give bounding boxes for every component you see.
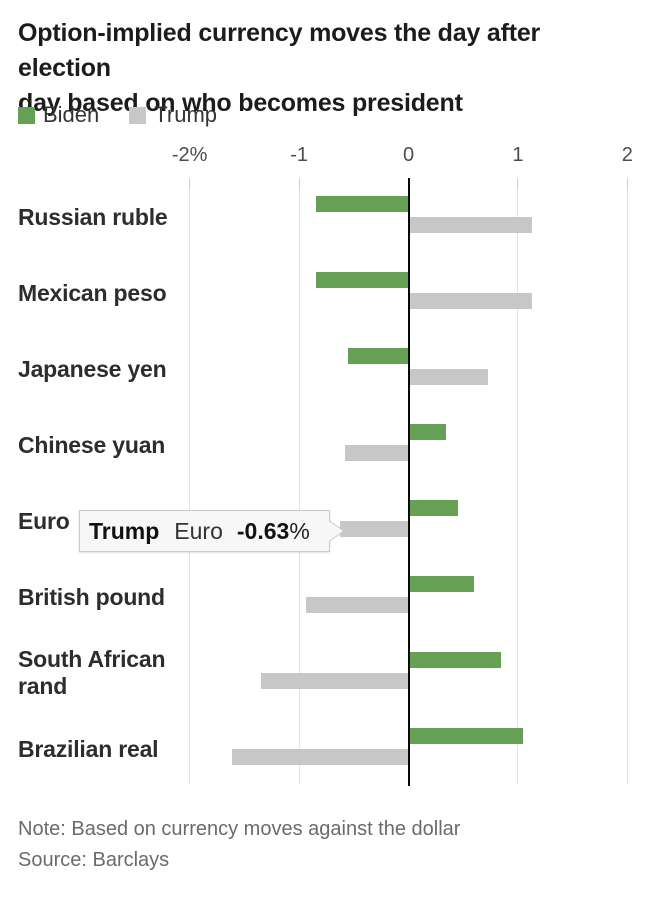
tooltip-arrow-icon [329, 521, 343, 541]
category-label-mexican-peso: Mexican peso [18, 279, 167, 306]
bar-trump-british-pound[interactable] [305, 597, 409, 613]
legend-item-trump: Trump [129, 102, 217, 128]
category-label-brazilian-real: Brazilian real [18, 735, 159, 762]
chart-title: Option-implied currency moves the day af… [18, 16, 633, 121]
bar-biden-euro[interactable] [408, 500, 458, 516]
bar-biden-mexican-peso[interactable] [315, 272, 409, 288]
bar-trump-russian-ruble[interactable] [408, 217, 533, 233]
chart-title-line2: day based on who becomes president [18, 89, 463, 117]
legend-label-trump: Trump [154, 102, 218, 127]
x-axis-label-2: 2 [621, 144, 633, 166]
bar-trump-mexican-peso[interactable] [408, 293, 533, 309]
gridline [298, 178, 300, 784]
x-axis-label--2: -2% [171, 144, 208, 166]
tooltip-category-label: Euro [174, 517, 223, 544]
axis-tick [298, 178, 300, 190]
axis-tick [517, 178, 519, 190]
tooltip: Trump Euro -0.63% [79, 510, 345, 552]
axis-tick [626, 178, 628, 190]
bar-biden-british-pound[interactable] [408, 576, 475, 592]
gridline [626, 178, 628, 784]
chart-note: Note: Based on currency moves against th… [18, 818, 461, 840]
zero-axis-line [407, 178, 410, 786]
legend-item-biden: Biden [18, 102, 99, 128]
bar-trump-euro[interactable] [339, 521, 409, 537]
bar-biden-brazilian-real[interactable] [408, 728, 524, 744]
x-axis-label--1: -1 [290, 144, 308, 166]
chart-source: Source: Barclays [18, 849, 170, 871]
bar-trump-south-african-rand[interactable] [260, 673, 409, 689]
bar-trump-chinese-yuan[interactable] [345, 445, 409, 461]
bar-trump-brazilian-real[interactable] [232, 749, 409, 765]
tooltip-value: -0.63% [236, 517, 310, 544]
legend: Biden Trump [18, 102, 217, 128]
biden-swatch-icon [18, 106, 35, 124]
bar-biden-chinese-yuan[interactable] [408, 424, 446, 440]
tooltip-series-label: Trump [89, 517, 160, 544]
bar-biden-south-african-rand[interactable] [408, 652, 502, 668]
bar-biden-russian-ruble[interactable] [315, 196, 409, 212]
category-label-british-pound: British pound [18, 583, 165, 610]
category-label-south-african-rand: South African rand [18, 646, 166, 699]
axis-tick [189, 178, 191, 190]
gridline [517, 178, 519, 784]
bar-trump-japanese-yen[interactable] [408, 369, 489, 385]
category-label-russian-ruble: Russian ruble [18, 203, 168, 230]
category-label-euro: Euro [18, 507, 70, 534]
category-label-japanese-yen: Japanese yen [18, 355, 167, 382]
trump-swatch-icon [129, 106, 147, 124]
gridline [189, 178, 191, 784]
category-label-chinese-yuan: Chinese yuan [18, 431, 166, 458]
bar-biden-japanese-yen[interactable] [348, 348, 409, 364]
x-axis-label-0: 0 [402, 144, 415, 166]
chart-title-line1: Option-implied currency moves the day af… [18, 19, 541, 82]
legend-label-biden: Biden [43, 102, 100, 127]
x-axis-label-1: 1 [512, 144, 524, 166]
